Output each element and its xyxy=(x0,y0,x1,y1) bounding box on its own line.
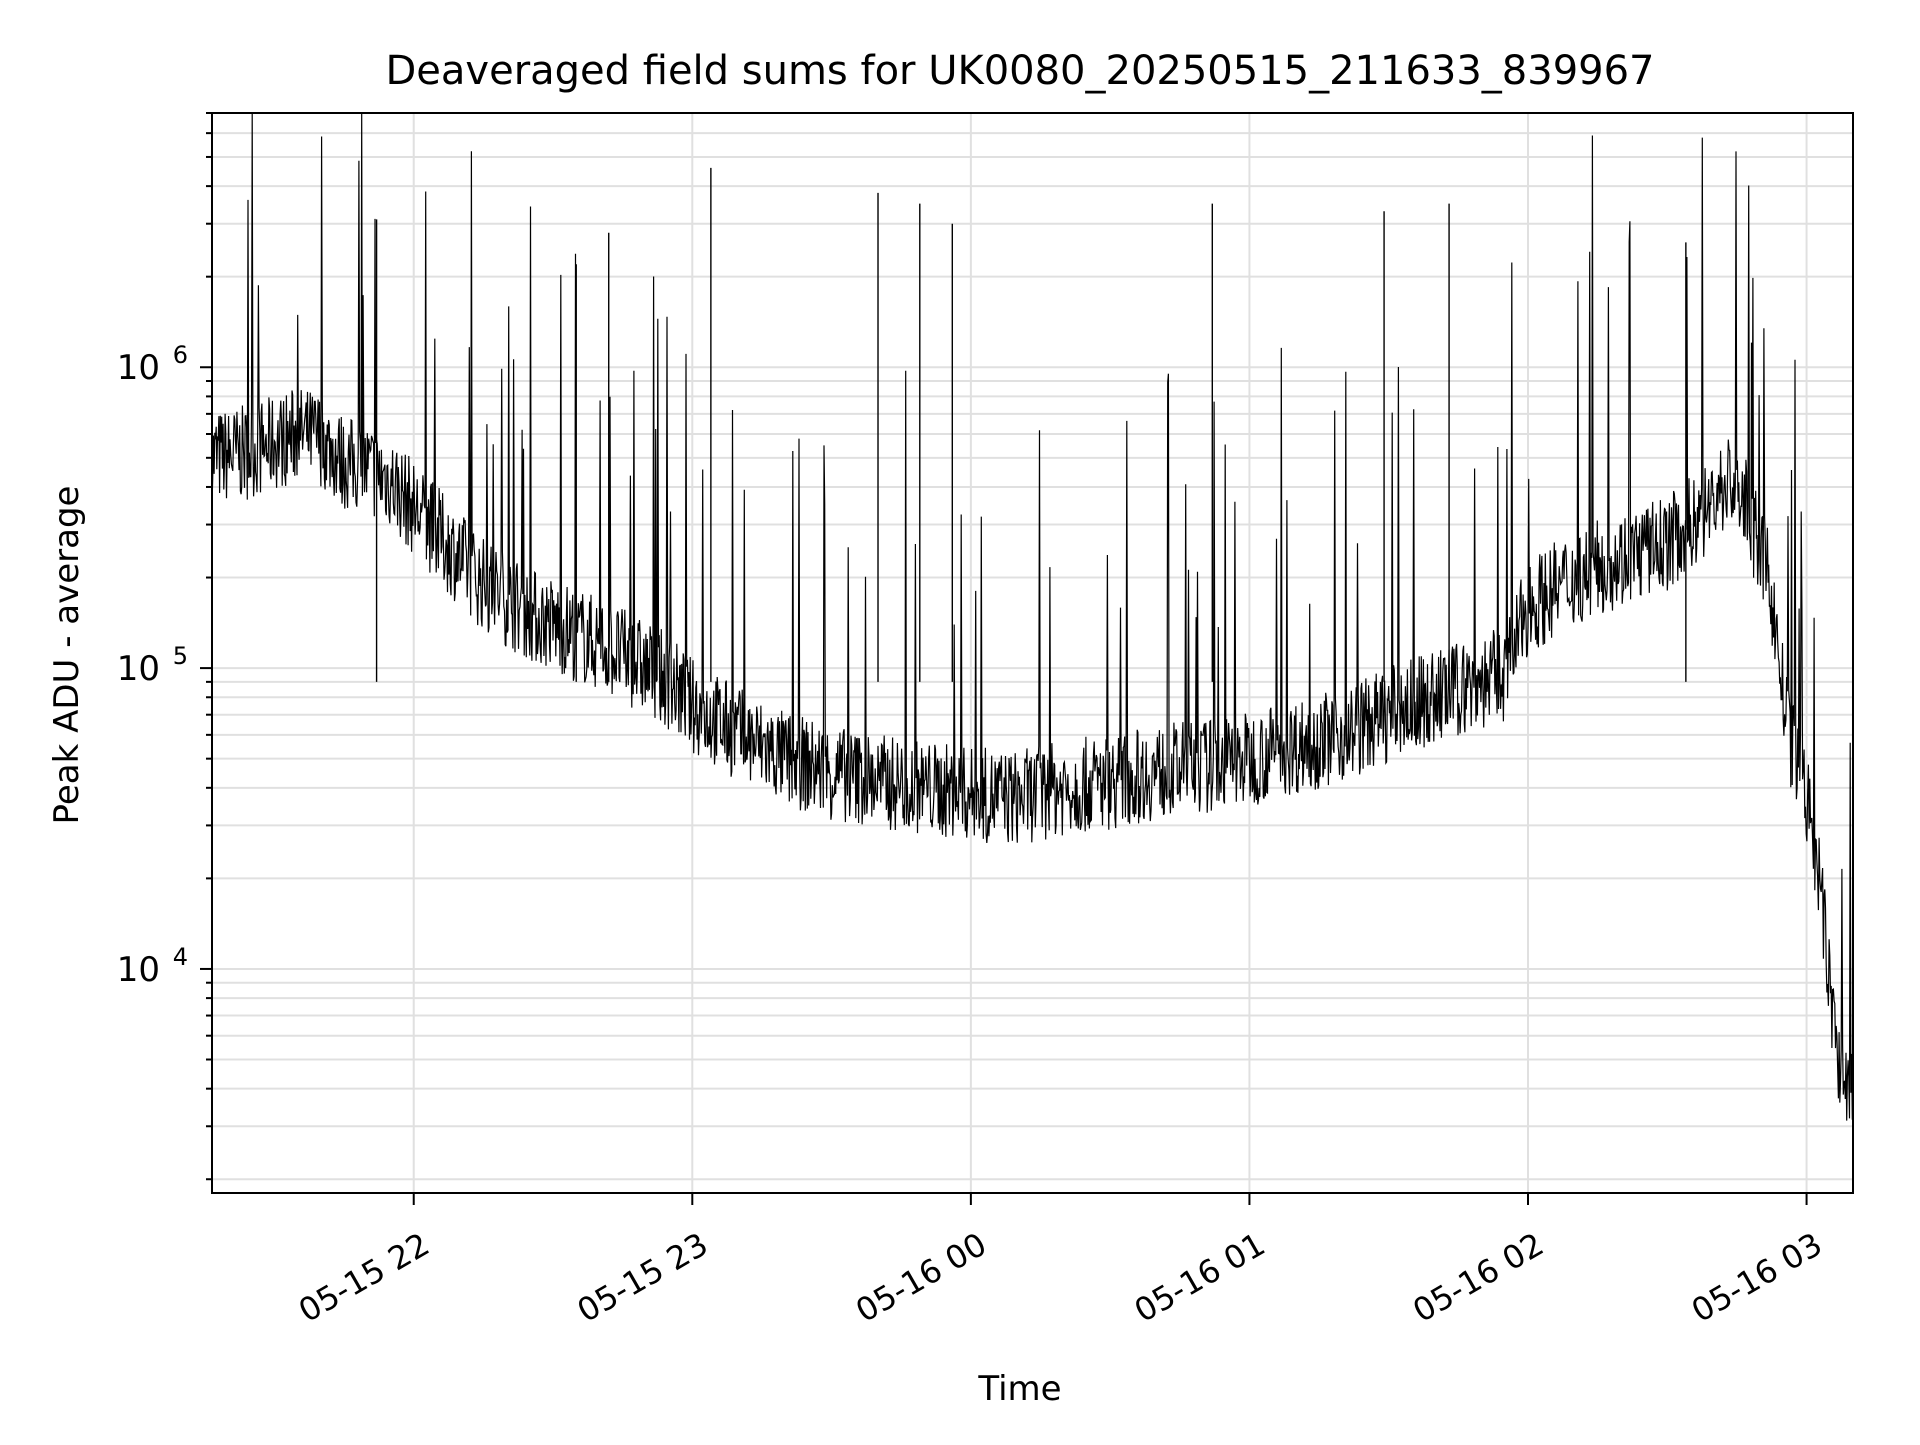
x-axis-label: Time xyxy=(977,1369,1061,1409)
y-tick-label: 10 xyxy=(117,649,160,689)
y-axis-ticks: 10 4 10 5 10 6 xyxy=(117,112,212,1181)
chart-title: Deaveraged field sums for UK0080_2025051… xyxy=(385,48,1654,94)
series-layer xyxy=(211,112,1854,1121)
plot-frame xyxy=(211,112,1854,1194)
y-tick-exponent: 6 xyxy=(173,341,188,369)
series-line xyxy=(211,112,1854,1121)
y-tick-exponent: 5 xyxy=(173,642,188,670)
y-axis-label: Peak ADU - average xyxy=(47,486,87,825)
y-tick-label: 10 xyxy=(117,348,160,388)
y-tick-label: 10 xyxy=(117,950,160,990)
y-tick-exponent: 4 xyxy=(173,943,188,971)
grid xyxy=(212,112,1853,1193)
